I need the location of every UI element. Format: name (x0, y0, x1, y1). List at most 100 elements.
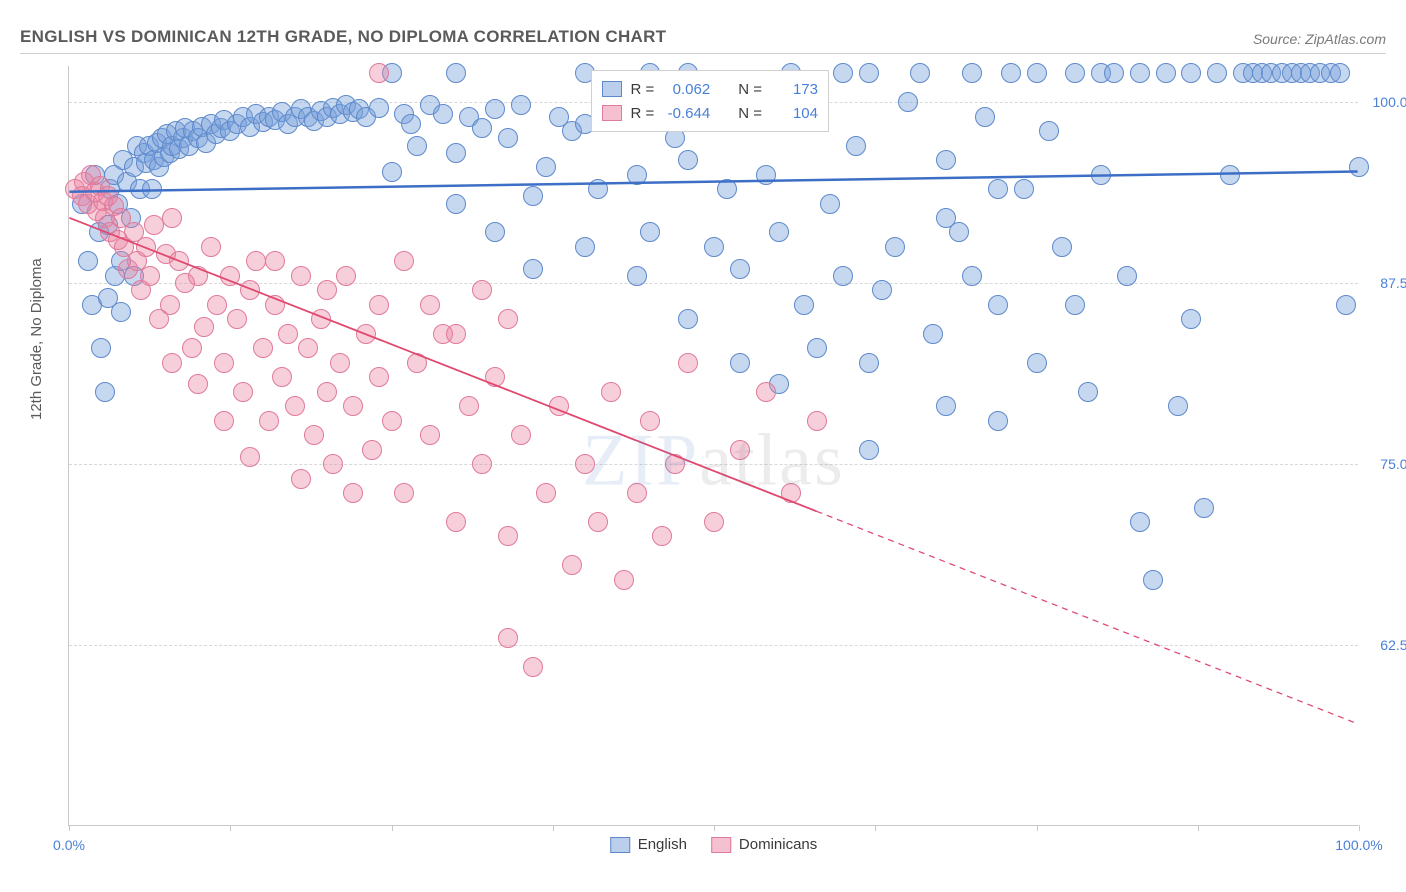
gridline-h (69, 645, 1358, 646)
data-point (1181, 63, 1201, 83)
x-tick (875, 825, 876, 831)
data-point (240, 447, 260, 467)
data-point (1349, 157, 1369, 177)
data-point (472, 280, 492, 300)
data-point (1052, 237, 1072, 257)
n-value: 173 (770, 81, 818, 98)
data-point (95, 382, 115, 402)
x-tick (714, 825, 715, 831)
data-point (588, 179, 608, 199)
data-point (536, 483, 556, 503)
data-point (330, 353, 350, 373)
data-point (859, 63, 879, 83)
data-point (369, 98, 389, 118)
data-point (498, 309, 518, 329)
x-tick (553, 825, 554, 831)
data-point (433, 104, 453, 124)
data-point (549, 396, 569, 416)
x-tick (230, 825, 231, 831)
data-point (1091, 165, 1111, 185)
data-point (227, 309, 247, 329)
data-point (678, 309, 698, 329)
data-point (562, 555, 582, 575)
data-point (472, 118, 492, 138)
data-point (182, 338, 202, 358)
data-point (730, 259, 750, 279)
data-point (1014, 179, 1034, 199)
data-point (1065, 63, 1085, 83)
data-point (446, 194, 466, 214)
scatter-plot-area: ZIPatlas 62.5%75.0%87.5%100.0%0.0%100.0%… (68, 66, 1358, 826)
data-point (769, 222, 789, 242)
data-point (988, 295, 1008, 315)
data-point (214, 411, 234, 431)
legend-series: EnglishDominicans (610, 836, 818, 853)
y-tick-label: 62.5% (1364, 637, 1406, 653)
data-point (362, 440, 382, 460)
data-point (136, 237, 156, 257)
r-value: -0.644 (662, 105, 710, 122)
legend-stats-row: R =0.062N =173 (602, 77, 818, 101)
legend-item: Dominicans (711, 836, 817, 853)
data-point (1039, 121, 1059, 141)
data-point (498, 128, 518, 148)
data-point (91, 338, 111, 358)
data-point (833, 63, 853, 83)
data-point (678, 353, 698, 373)
data-point (498, 628, 518, 648)
data-point (1001, 63, 1021, 83)
data-point (446, 143, 466, 163)
data-point (1156, 63, 1176, 83)
data-point (640, 222, 660, 242)
data-point (601, 382, 621, 402)
data-point (730, 353, 750, 373)
data-point (485, 367, 505, 387)
data-point (446, 63, 466, 83)
x-tick-label: 0.0% (53, 837, 85, 853)
data-point (704, 237, 724, 257)
r-label: R = (630, 105, 654, 122)
data-point (588, 512, 608, 532)
data-point (285, 396, 305, 416)
legend-swatch (711, 837, 731, 853)
data-point (394, 483, 414, 503)
data-point (1130, 63, 1150, 83)
data-point (253, 338, 273, 358)
data-point (730, 440, 750, 460)
data-point (162, 353, 182, 373)
legend-swatch (610, 837, 630, 853)
watermark: ZIPatlas (582, 418, 845, 503)
r-label: R = (630, 81, 654, 98)
data-point (382, 162, 402, 182)
data-point (627, 483, 647, 503)
data-point (382, 411, 402, 431)
data-point (394, 251, 414, 271)
legend-stats-row: R =-0.644N =104 (602, 101, 818, 125)
chart-title: ENGLISH VS DOMINICAN 12TH GRADE, NO DIPL… (20, 27, 666, 47)
data-point (523, 186, 543, 206)
data-point (1078, 382, 1098, 402)
data-point (220, 266, 240, 286)
data-point (936, 396, 956, 416)
data-point (169, 251, 189, 271)
data-point (717, 179, 737, 199)
data-point (111, 302, 131, 322)
data-point (214, 353, 234, 373)
watermark-part2: atlas (699, 419, 845, 501)
data-point (1117, 266, 1137, 286)
x-tick (69, 825, 70, 831)
data-point (885, 237, 905, 257)
data-point (207, 295, 227, 315)
data-point (511, 95, 531, 115)
data-point (304, 425, 324, 445)
data-point (859, 353, 879, 373)
data-point (923, 324, 943, 344)
data-point (962, 266, 982, 286)
regression-lines (69, 66, 1358, 825)
data-point (1130, 512, 1150, 532)
data-point (1207, 63, 1227, 83)
data-point (162, 208, 182, 228)
x-tick (1359, 825, 1360, 831)
data-point (1168, 396, 1188, 416)
data-point (317, 382, 337, 402)
